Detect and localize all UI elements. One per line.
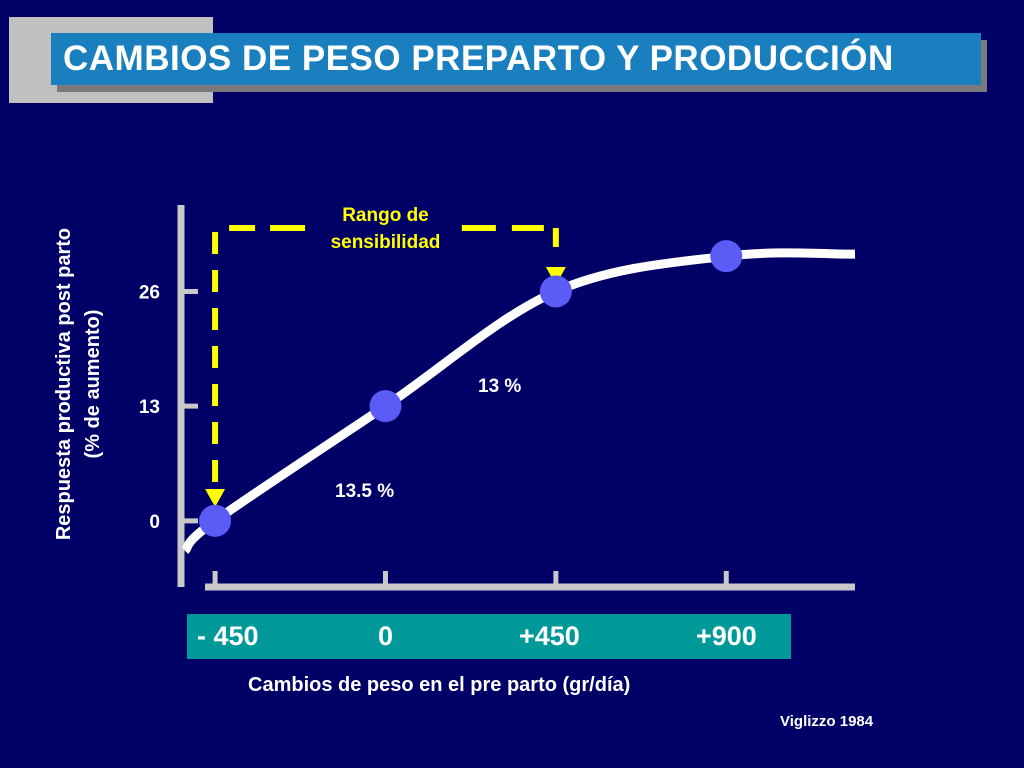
y-tick-label: 0 — [149, 512, 160, 533]
x-tick-label: - 450 — [197, 621, 259, 651]
data-point — [199, 504, 232, 537]
response-curve — [181, 248, 856, 555]
x-tick-label: +450 — [519, 621, 580, 651]
y-axis-label-line1: Respuesta productiva post parto — [53, 228, 75, 540]
x-axis-band — [187, 614, 791, 659]
range-label-line2: sensibilidad — [331, 232, 441, 253]
data-point — [369, 390, 402, 423]
x-tick-label: 0 — [378, 621, 394, 651]
slide-title: CAMBIOS DE PESO PREPARTO Y PRODUCCIÓN — [51, 33, 981, 85]
data-point — [710, 240, 743, 273]
data-point — [539, 275, 572, 308]
range-label-line1: Rango de — [342, 205, 429, 226]
y-tick-label: 13 — [139, 397, 160, 418]
y-tick-label: 26 — [139, 282, 160, 303]
segment-2-label: 13 % — [478, 376, 521, 397]
x-axis-label: Cambios de peso en el pre parto (gr/día) — [248, 674, 631, 696]
segment-1-label: 13.5 % — [335, 481, 394, 502]
x-tick-label: +900 — [696, 621, 757, 651]
range-left-arrow — [205, 489, 226, 507]
source-citation: Viglizzo 1984 — [780, 713, 874, 730]
y-axis-label-line2: (% de aumento) — [82, 310, 104, 459]
